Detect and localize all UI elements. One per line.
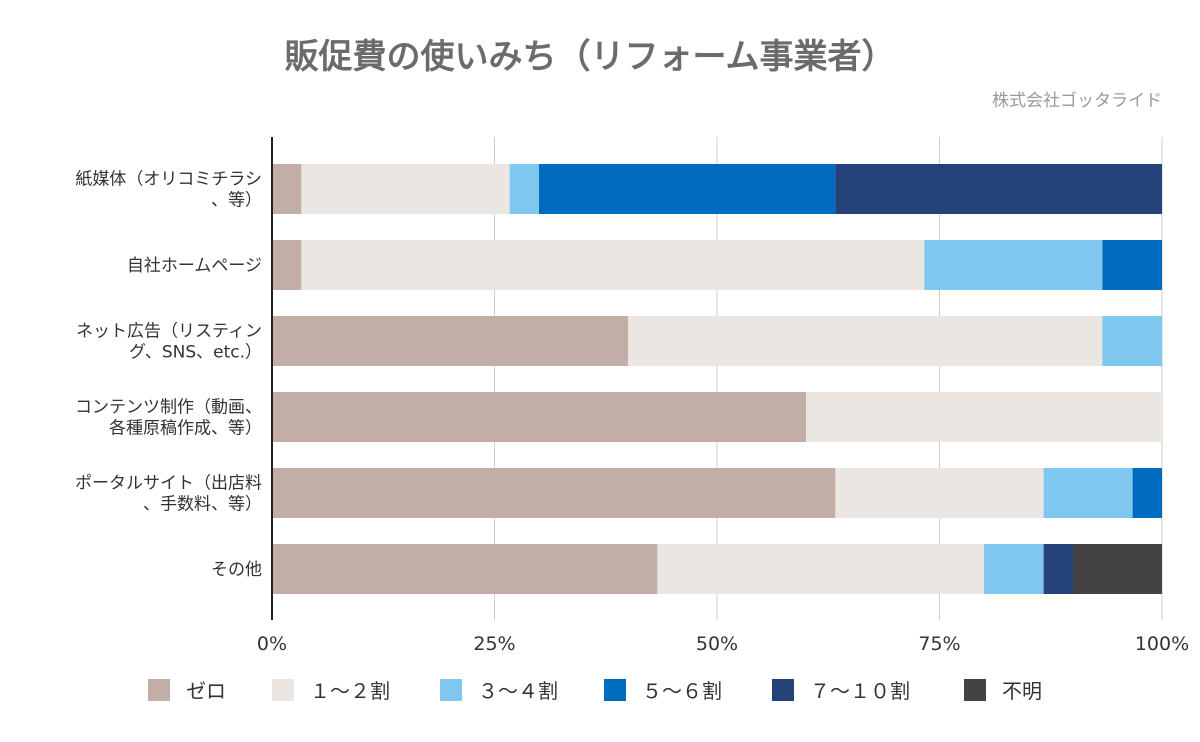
bar-segment: [1132, 468, 1162, 518]
legend-label: ゼロ: [186, 679, 226, 703]
legend-swatch: [148, 679, 170, 701]
bar-segment: [301, 240, 925, 290]
bar-segment: [509, 164, 539, 214]
bar-segment: [1043, 468, 1133, 518]
bar-segment: [272, 392, 806, 442]
bar-segment: [924, 240, 1103, 290]
category-label: 、等）: [211, 191, 262, 211]
bar-segment: [301, 164, 510, 214]
x-tick-label: 25%: [473, 633, 515, 655]
category-label: 紙媒体（オリコミチラシ: [75, 170, 262, 190]
category-label: 自社ホームページ: [127, 256, 262, 276]
bar-segment: [272, 468, 836, 518]
legend-label: ７～１０割: [810, 679, 910, 703]
bar-segment: [984, 544, 1044, 594]
x-tick-label: 0%: [257, 633, 287, 655]
legend-label: １～２割: [310, 679, 390, 703]
bar-segment: [272, 240, 302, 290]
category-label: ポータルサイト（出店料: [75, 474, 262, 494]
category-label: その他: [211, 560, 262, 580]
category-label: グ、SNS、etc.）: [129, 343, 262, 363]
chart-subtitle: 株式会社ゴッタライド: [992, 90, 1162, 111]
bars: [272, 164, 1162, 594]
legend-label: ５～６割: [642, 679, 722, 703]
legend-swatch: [440, 679, 462, 701]
x-tick-label: 100%: [1135, 633, 1189, 655]
category-label: 各種原稿作成、等）: [109, 419, 262, 439]
bar-segment: [1073, 544, 1162, 594]
bar-segment: [1043, 544, 1073, 594]
x-tick-labels: 0% 25% 50% 75% 100%: [257, 633, 1189, 655]
category-labels: 紙媒体（オリコミチラシ、等） 自社ホームページネット広告（リスティング、SNS、e…: [75, 170, 262, 581]
category-label: コンテンツ制作（動画、: [75, 398, 262, 418]
legend-swatch: [604, 679, 626, 701]
bar-segment: [272, 316, 628, 366]
bar-segment: [657, 544, 984, 594]
legend: ゼロ １～２割 ３～４割 ５～６割 ７～１０割 不明: [148, 679, 1042, 703]
bar-segment: [835, 164, 1162, 214]
bar-segment: [272, 164, 302, 214]
category-label: 、手数料、等）: [143, 495, 262, 515]
gridlines: [494, 137, 1163, 620]
legend-swatch: [272, 679, 294, 701]
bar-segment: [835, 468, 1044, 518]
legend-label: ３～４割: [478, 679, 558, 703]
legend-swatch: [964, 679, 986, 701]
chart-title: 販促費の使いみち（リフォーム事業者）: [285, 37, 896, 77]
bar-segment: [1102, 316, 1162, 366]
bar-segment: [628, 316, 1103, 366]
x-tick-label: 50%: [696, 633, 738, 655]
bar-segment: [539, 164, 836, 214]
bar-segment: [806, 392, 1162, 442]
bar-segment: [272, 544, 658, 594]
legend-swatch: [772, 679, 794, 701]
x-tick-label: 75%: [918, 633, 960, 655]
bar-segment: [1102, 240, 1162, 290]
legend-label: 不明: [1002, 679, 1042, 703]
category-label: ネット広告（リスティン: [76, 322, 262, 342]
